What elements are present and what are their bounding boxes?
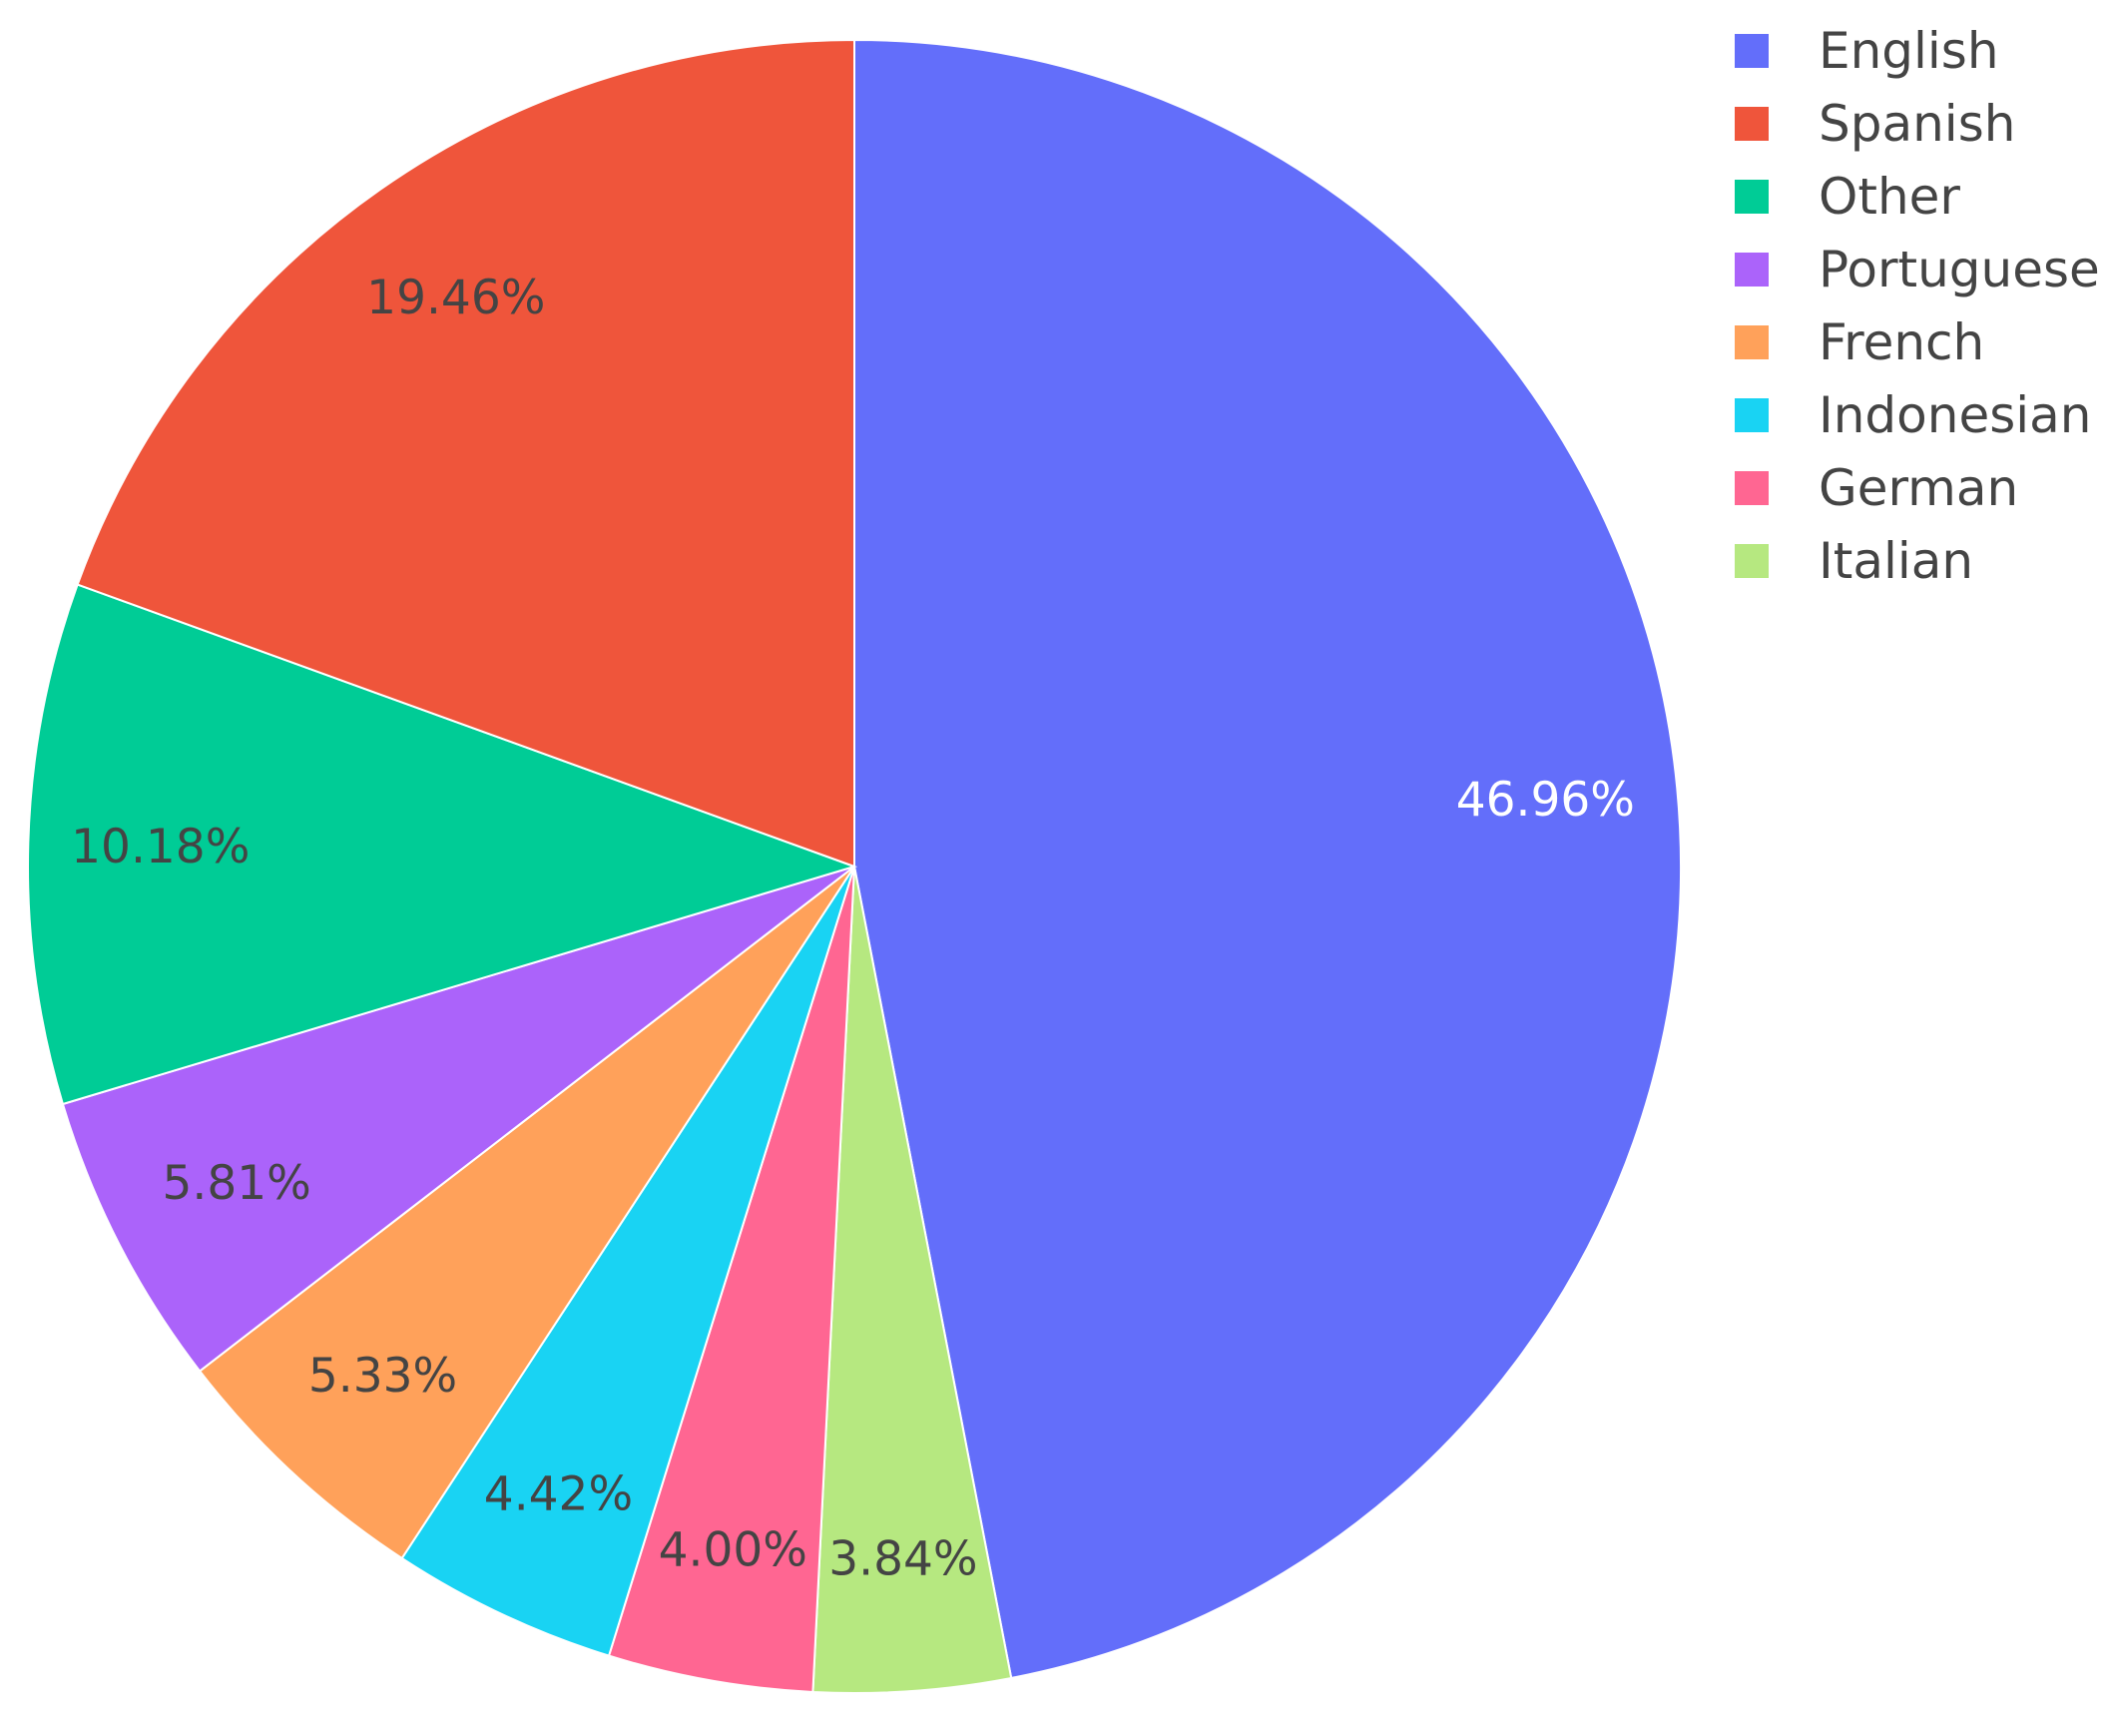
legend-label-french: French [1819,313,1984,371]
legend-swatch-english [1735,34,1769,68]
slice-label-english: 46.96% [1456,773,1635,828]
legend-swatch-portuguese [1735,253,1769,287]
slice-label-indonesian: 4.42% [484,1467,633,1522]
pie-slice-english[interactable] [853,38,1682,1680]
slice-label-portuguese: 5.81% [163,1156,311,1211]
legend-label-english: English [1819,22,1999,80]
legend-item-italian[interactable]: Italian [1735,532,1973,590]
legend-item-german[interactable]: German [1735,459,2018,517]
pie-slice-french[interactable] [198,866,855,1560]
legend-item-portuguese[interactable]: Portuguese [1735,241,2100,298]
legend-label-italian: Italian [1819,532,1973,590]
slice-label-italian: 3.84% [828,1531,977,1586]
legend-swatch-italian [1735,544,1769,578]
legend-item-indonesian[interactable]: Indonesian [1735,386,2092,444]
pie-slice-german[interactable] [607,866,855,1693]
legend-item-english[interactable]: English [1735,22,1999,80]
slice-label-other: 10.18% [71,820,250,874]
legend-swatch-spanish [1735,107,1769,141]
legend-swatch-french [1735,325,1769,359]
legend-label-indonesian: Indonesian [1819,386,2092,444]
legend: English Spanish Other Portuguese French Indon… [1735,22,2100,590]
pie-slices [27,38,1682,1694]
legend-label-spanish: Spanish [1819,95,2015,153]
legend-label-portuguese: Portuguese [1819,241,2100,298]
legend-item-other[interactable]: Other [1735,168,1960,226]
legend-swatch-other [1735,180,1769,214]
pie-slice-italian[interactable] [811,866,1013,1694]
legend-label-other: Other [1819,168,1960,226]
legend-swatch-indonesian [1735,398,1769,432]
legend-label-german: German [1819,459,2018,517]
slice-labels: 46.96% 3.84% 4.00% 4.42% 5.33% 5.81% 10.18% 19.… [71,271,1635,1586]
pie-slice-spanish[interactable] [76,38,855,868]
pie-slice-portuguese[interactable] [61,866,855,1373]
legend-swatch-german [1735,471,1769,505]
slice-label-german: 4.00% [659,1522,807,1577]
legend-item-spanish[interactable]: Spanish [1735,95,2015,153]
pie-slice-other[interactable] [27,583,858,1106]
legend-item-french[interactable]: French [1735,313,1984,371]
slice-label-spanish: 19.46% [366,271,545,325]
pie-slice-indonesian[interactable] [400,866,855,1657]
slice-label-french: 5.33% [308,1349,457,1404]
